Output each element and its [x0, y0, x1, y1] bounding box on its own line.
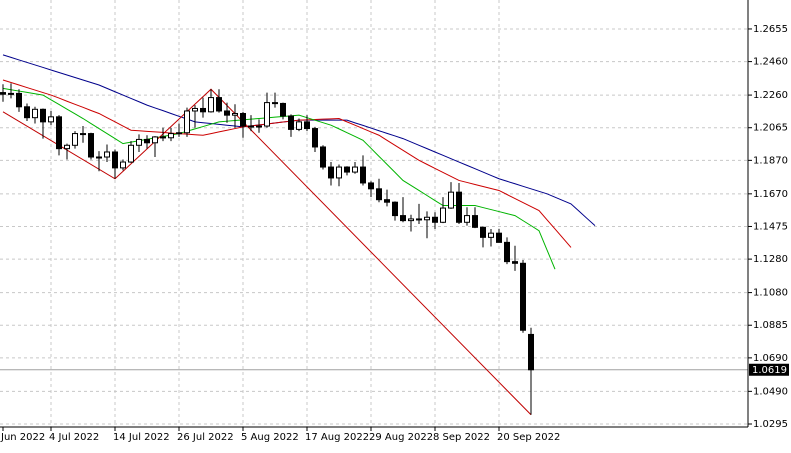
- candle-body: [136, 138, 142, 146]
- x-tick-label: 29 Aug 2022: [369, 432, 433, 443]
- y-tick-label: 1.1080: [753, 288, 788, 299]
- candle-body: [432, 216, 438, 223]
- candle-body: [0, 92, 6, 95]
- y-tick-label: 1.1475: [753, 221, 788, 232]
- candle-body: [264, 102, 270, 127]
- candle-body: [40, 108, 46, 123]
- x-tick-label: 8 Sep 2022: [433, 432, 490, 443]
- candle-body: [336, 166, 342, 179]
- candle-body: [520, 262, 526, 331]
- candle-body: [456, 191, 462, 223]
- candle-body: [8, 92, 14, 95]
- candle-body: [344, 166, 350, 173]
- candle-body: [64, 144, 70, 150]
- y-tick-label: 1.0885: [753, 320, 788, 331]
- candle-body: [184, 110, 190, 134]
- candle-body: [280, 102, 286, 117]
- candle-body: [464, 215, 470, 223]
- candle-body: [112, 151, 118, 169]
- candle-body: [128, 144, 134, 163]
- x-tick-label: 14 Jul 2022: [113, 432, 170, 443]
- candle-body: [328, 166, 334, 179]
- candle-body: [296, 121, 302, 130]
- candle-body: [152, 136, 158, 144]
- candle-body: [472, 215, 478, 228]
- candle-body: [104, 151, 110, 158]
- candle-body: [488, 232, 494, 238]
- candle-body: [224, 110, 230, 116]
- candle-body: [96, 156, 102, 159]
- candle-body: [144, 138, 150, 144]
- candle-body: [208, 97, 214, 113]
- y-tick-label: 1.0690: [753, 353, 788, 364]
- y-tick-label: 1.0490: [753, 386, 788, 397]
- last-price-box: [749, 363, 789, 376]
- y-tick-label: 1.1870: [753, 155, 788, 166]
- indicator-line: [2, 79, 572, 248]
- indicator-line: [2, 87, 556, 270]
- candle-body: [176, 132, 182, 135]
- x-tick-label: 5 Aug 2022: [241, 432, 299, 443]
- candle-body: [368, 182, 374, 190]
- candle-body: [416, 218, 422, 221]
- candle-body: [496, 232, 502, 243]
- candle-body: [232, 112, 238, 116]
- candle-body: [448, 191, 454, 209]
- candle-body: [304, 121, 310, 130]
- y-tick-label: 1.0295: [753, 419, 788, 430]
- x-tick-label: 26 Jul 2022: [177, 432, 234, 443]
- y-tick-label: 1.1280: [753, 254, 788, 265]
- candle-body: [504, 241, 510, 263]
- candle-body: [480, 226, 486, 238]
- candle-body: [160, 136, 166, 139]
- candle-body: [32, 108, 38, 119]
- y-tick-label: 1.2260: [753, 90, 788, 101]
- y-tick-label: 1.2460: [753, 57, 788, 68]
- x-tick-label: 20 Sep 2022: [497, 432, 560, 443]
- candle-body: [56, 116, 62, 150]
- candle-body: [216, 97, 222, 112]
- x-tick-label: 17 Aug 2022: [305, 432, 369, 443]
- candle-body: [16, 92, 22, 108]
- candle-body: [360, 166, 366, 184]
- candle-body: [24, 106, 30, 119]
- candle-body: [88, 133, 94, 158]
- candle-body: [272, 102, 278, 105]
- candle-body: [512, 261, 518, 264]
- candle-body: [440, 207, 446, 223]
- y-tick-label: 1.2065: [753, 123, 788, 134]
- candle-body: [424, 216, 430, 221]
- candle-body: [80, 133, 86, 136]
- candle-body: [192, 107, 198, 112]
- y-tick-label: 1.1670: [753, 189, 788, 200]
- candle-body: [392, 201, 398, 217]
- x-tick-label: Jun 2022: [0, 432, 45, 443]
- candle-body: [120, 161, 126, 169]
- candle-body: [528, 333, 534, 371]
- candle-body: [240, 112, 246, 127]
- candle-body: [168, 133, 174, 139]
- candle-body: [312, 128, 318, 148]
- candle-body: [248, 125, 254, 128]
- candle-body: [72, 133, 78, 146]
- candle-body: [320, 146, 326, 168]
- last-price-label: 1.0619: [752, 365, 787, 376]
- candle-body: [376, 188, 382, 201]
- x-tick-label: 4 Jul 2022: [49, 432, 99, 443]
- candle-body: [48, 116, 54, 123]
- candle-body: [352, 166, 358, 173]
- y-tick-label: 1.2655: [753, 24, 788, 35]
- candle-body: [408, 218, 414, 222]
- candle-body: [200, 107, 206, 113]
- candle-body: [256, 125, 262, 128]
- candle-body: [384, 199, 390, 203]
- candle-body: [288, 115, 294, 130]
- candle-body: [400, 215, 406, 222]
